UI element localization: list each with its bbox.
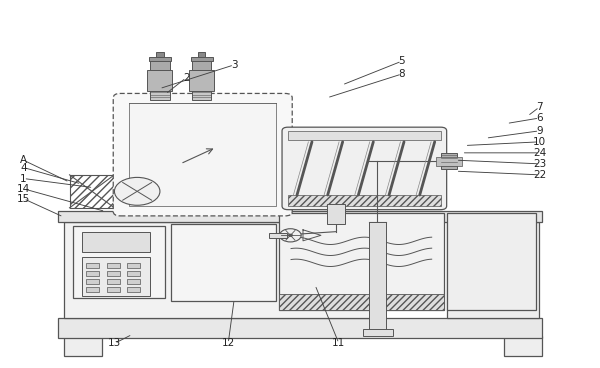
Bar (70, 175, 115, 208)
Bar (171, 224, 276, 301)
Bar (446, 213, 536, 311)
Text: 15: 15 (17, 194, 30, 204)
Bar (198, 52, 205, 57)
Text: 22: 22 (533, 170, 546, 180)
Bar (436, 156, 462, 166)
Bar (148, 70, 172, 91)
Bar (130, 103, 276, 206)
Bar (107, 279, 120, 284)
Bar (288, 131, 440, 140)
Bar (151, 91, 170, 100)
Bar (70, 175, 115, 208)
Bar (58, 211, 542, 223)
Text: 10: 10 (533, 137, 546, 147)
Bar (189, 70, 214, 91)
Bar (58, 318, 542, 338)
Bar (279, 294, 443, 311)
Bar (269, 233, 287, 238)
FancyBboxPatch shape (113, 93, 292, 216)
Bar (107, 263, 120, 268)
Text: 12: 12 (221, 339, 235, 348)
Bar (446, 223, 539, 318)
Text: 14: 14 (17, 184, 30, 194)
Text: 4: 4 (20, 163, 27, 173)
Bar (327, 204, 345, 224)
Bar (127, 271, 140, 276)
Circle shape (115, 177, 160, 205)
Text: 5: 5 (398, 56, 405, 66)
Bar (363, 329, 393, 336)
Bar (86, 287, 100, 292)
Bar (151, 61, 170, 70)
Text: 8: 8 (398, 69, 405, 79)
Text: 23: 23 (533, 159, 546, 169)
Text: 13: 13 (108, 339, 121, 348)
Bar (279, 213, 443, 311)
Text: 7: 7 (536, 102, 543, 112)
Text: 1: 1 (20, 173, 27, 184)
Text: 9: 9 (536, 126, 543, 136)
Circle shape (280, 229, 301, 242)
Bar (192, 61, 211, 70)
Bar (127, 279, 140, 284)
Bar (149, 57, 171, 61)
Text: 24: 24 (533, 148, 546, 158)
Text: 2: 2 (183, 73, 190, 83)
Bar (127, 263, 140, 268)
Bar (64, 336, 103, 356)
Bar (192, 91, 211, 100)
Bar (82, 257, 151, 296)
Text: 6: 6 (536, 113, 543, 123)
Bar (503, 336, 542, 356)
Bar (82, 232, 151, 252)
Bar (288, 195, 440, 206)
Bar (86, 263, 100, 268)
Text: 11: 11 (332, 339, 346, 348)
Bar (64, 223, 384, 318)
Bar (191, 57, 212, 61)
Text: 3: 3 (231, 60, 238, 70)
FancyBboxPatch shape (282, 127, 446, 210)
Circle shape (288, 234, 293, 237)
Bar (86, 279, 100, 284)
Bar (107, 271, 120, 276)
Bar (157, 52, 164, 57)
Bar (73, 226, 166, 298)
Bar (440, 153, 457, 169)
Text: A: A (20, 155, 27, 165)
Bar (107, 287, 120, 292)
Bar (127, 287, 140, 292)
Bar (369, 223, 386, 334)
Bar (86, 271, 100, 276)
